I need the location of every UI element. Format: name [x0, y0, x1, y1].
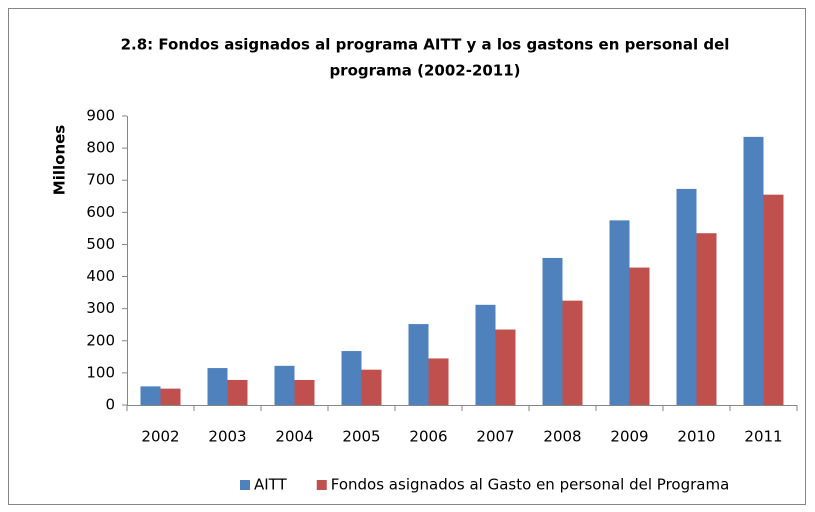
y-tick-label: 800 [86, 139, 115, 157]
x-tick-label: 2006 [409, 428, 447, 446]
y-axis-label: Millones [51, 125, 69, 196]
bar [140, 386, 161, 405]
chart-frame [8, 8, 806, 505]
bar [542, 257, 563, 405]
bar [743, 136, 764, 405]
chart-title: programa (2002-2011) [329, 62, 520, 80]
bar [408, 324, 429, 405]
bar [609, 220, 630, 405]
legend-swatch [240, 480, 250, 490]
bar [274, 365, 295, 405]
y-tick-label: 400 [86, 267, 115, 285]
chart-title: 2.8: Fondos asignados al programa AITT y… [121, 36, 730, 54]
x-tick-label: 2007 [476, 428, 514, 446]
x-tick-label: 2005 [342, 428, 380, 446]
bar [294, 379, 315, 405]
legend-swatch [316, 480, 327, 490]
x-tick-label: 2009 [610, 428, 648, 446]
bar [361, 369, 382, 405]
y-tick-label: 500 [86, 235, 115, 253]
bar [428, 358, 449, 405]
x-tick-label: 2004 [275, 428, 313, 446]
y-tick-label: 700 [86, 171, 115, 189]
y-tick-label: 900 [86, 107, 115, 125]
bar [629, 267, 650, 405]
y-tick-label: 600 [86, 203, 115, 221]
x-tick-label: 2011 [744, 428, 782, 446]
bar [696, 233, 717, 405]
bar [475, 304, 496, 405]
y-tick-label: 0 [105, 396, 115, 414]
bar [763, 194, 784, 405]
bar [676, 188, 697, 405]
y-tick-label: 200 [86, 331, 115, 349]
y-tick-label: 100 [86, 363, 115, 381]
bar [495, 329, 516, 405]
bar [160, 388, 181, 405]
legend-label: Fondos asignados al Gasto en personal de… [331, 476, 730, 494]
bar [227, 379, 248, 405]
bar [341, 351, 362, 405]
legend-label: AITT [254, 476, 288, 494]
bar [562, 300, 583, 405]
x-tick-label: 2003 [208, 428, 246, 446]
bar [207, 368, 228, 405]
x-tick-label: 2010 [677, 428, 715, 446]
x-tick-label: 2008 [543, 428, 581, 446]
y-tick-label: 300 [86, 299, 115, 317]
x-tick-label: 2002 [141, 428, 179, 446]
